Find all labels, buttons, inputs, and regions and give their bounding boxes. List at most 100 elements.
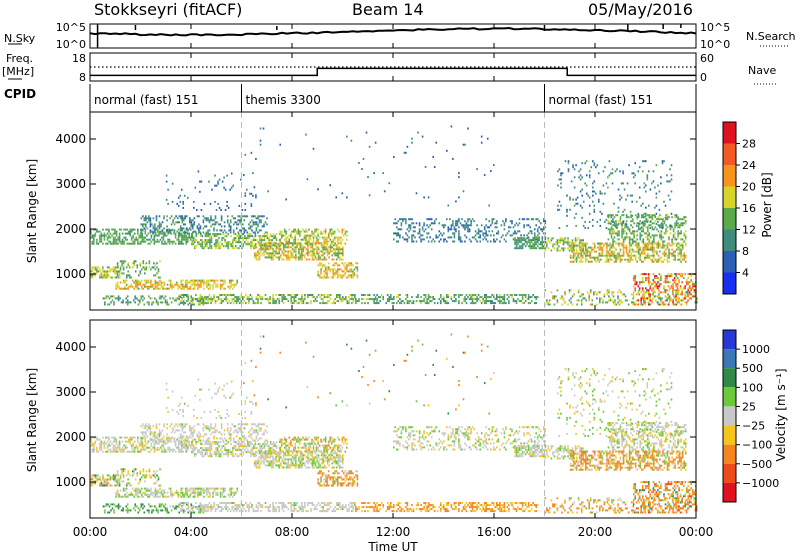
power-cell — [168, 287, 170, 290]
power-cell — [131, 266, 134, 269]
power-cell — [264, 244, 267, 247]
power-cell — [158, 297, 161, 300]
power-cell — [114, 276, 116, 279]
power-cell — [233, 237, 235, 240]
power-cell — [204, 233, 207, 236]
power-cell — [639, 252, 641, 255]
velocity-cell — [117, 444, 119, 447]
power-cell — [514, 224, 516, 227]
power-cell — [506, 232, 509, 235]
velocity-cell — [167, 446, 169, 449]
power-cell — [258, 242, 261, 245]
power-cell — [405, 294, 407, 296]
power-cell — [162, 236, 165, 239]
power-cell — [94, 272, 97, 275]
power-cell — [332, 248, 335, 251]
power-cell — [468, 294, 471, 296]
power-cell — [676, 297, 679, 300]
power-cell — [418, 222, 421, 225]
power-cell — [160, 281, 163, 284]
power-cell — [93, 228, 95, 231]
power-cell — [184, 217, 186, 220]
power-cell — [298, 248, 300, 251]
power-cell — [160, 301, 162, 304]
power-cell — [594, 291, 597, 294]
power-cell — [197, 285, 199, 288]
power-cell — [499, 302, 501, 305]
power-cell — [675, 238, 678, 241]
power-cell — [626, 194, 629, 197]
power-cell — [301, 300, 303, 303]
power-cell — [113, 295, 115, 298]
power-cell — [166, 219, 168, 222]
power-cell — [262, 243, 264, 246]
power-cell — [447, 230, 450, 233]
power-cell — [206, 281, 208, 284]
power-cell — [204, 300, 206, 303]
velocity-cell — [177, 444, 180, 447]
power-cell — [399, 302, 401, 305]
power-cell — [634, 277, 636, 280]
power-cell — [514, 300, 516, 303]
power-cell — [317, 264, 319, 267]
power-cell — [114, 228, 116, 231]
power-cell — [648, 254, 651, 257]
power-cell — [230, 243, 232, 246]
power-cell — [632, 275, 635, 278]
power-cell — [688, 291, 691, 294]
power-cell — [655, 192, 658, 195]
power-cell — [606, 242, 608, 245]
colorbar-segment — [723, 186, 736, 208]
power-cell — [518, 237, 521, 240]
power-cell — [462, 224, 465, 227]
power-cell — [124, 285, 126, 288]
power-cell — [669, 232, 672, 235]
power-cell — [206, 241, 208, 244]
power-cell — [508, 230, 510, 233]
power-cell — [649, 303, 652, 306]
power-cell — [106, 266, 109, 269]
power-cell — [255, 229, 258, 232]
power-cell — [517, 247, 519, 250]
power-cell — [615, 256, 617, 259]
velocity-cell — [96, 438, 98, 441]
power-cell — [679, 287, 682, 290]
power-cell — [148, 301, 150, 304]
power-cell — [653, 254, 655, 257]
power-cell — [423, 224, 425, 227]
power-cell — [657, 244, 660, 247]
power-cell — [162, 234, 165, 237]
power-cell — [325, 246, 327, 249]
power-cell — [308, 236, 310, 239]
power-cell — [557, 170, 559, 173]
power-cell — [627, 216, 629, 219]
power-cell — [272, 296, 274, 299]
power-cell — [315, 240, 318, 243]
power-cell — [408, 226, 410, 229]
power-cell — [655, 299, 657, 302]
power-cell — [592, 248, 595, 251]
power-cell — [650, 254, 652, 257]
power-cell — [327, 266, 330, 269]
velocity-cell — [96, 436, 98, 439]
power-cell — [672, 258, 675, 261]
power-cell — [303, 234, 306, 237]
power-cell — [222, 237, 225, 240]
power-cell — [243, 296, 246, 299]
power-cell — [106, 232, 109, 235]
power-cell — [670, 212, 673, 215]
power-cell — [189, 285, 192, 288]
power-cell — [137, 238, 139, 241]
power-cell — [668, 260, 670, 263]
power-cell — [356, 268, 359, 271]
power-cell — [173, 217, 176, 220]
power-cell — [180, 281, 182, 284]
power-cell — [266, 223, 268, 226]
power-cell — [687, 283, 689, 286]
power-cell — [293, 256, 296, 259]
power-cell — [678, 248, 681, 251]
power-cell — [153, 266, 155, 269]
power-cell — [134, 301, 136, 304]
power-cell — [541, 230, 544, 233]
power-cell — [305, 240, 307, 243]
